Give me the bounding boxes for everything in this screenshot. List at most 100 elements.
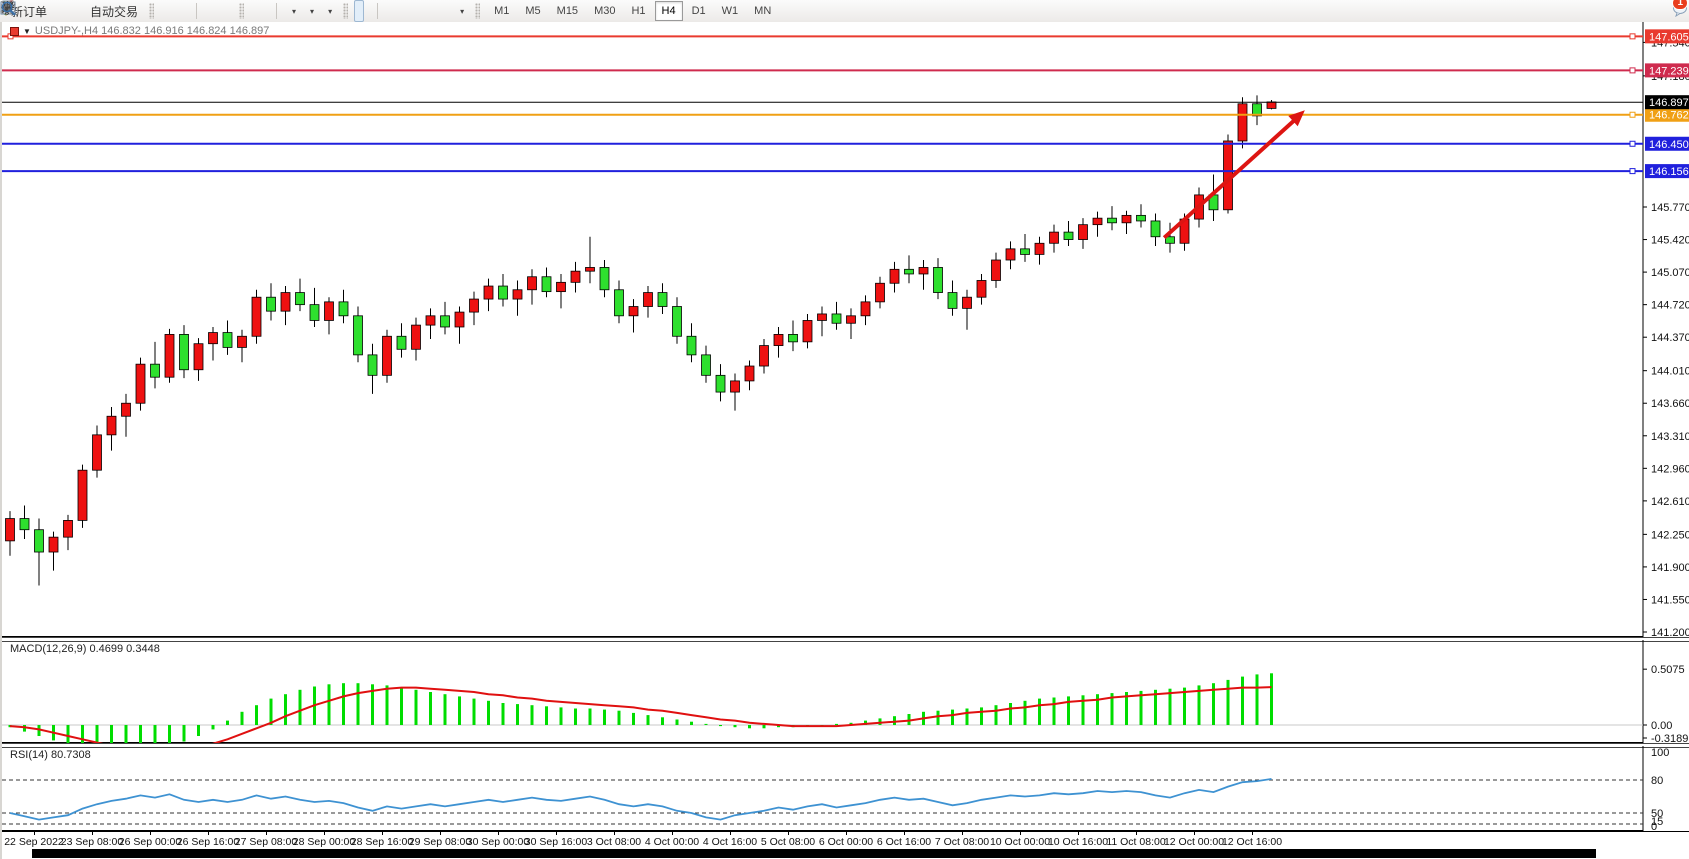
candle (382, 329, 392, 383)
zoom-out-button[interactable] (2, 0, 223, 22)
search-button[interactable] (1, 0, 1661, 22)
macd-histogram-bar (936, 710, 940, 725)
date-label: 10 Oct 00:00 (989, 836, 1051, 848)
tile-windows-button[interactable] (1, 0, 233, 22)
timeframe-button-m30[interactable]: M30 (594, 5, 616, 17)
text-button[interactable]: A (2, 0, 441, 22)
candle (164, 328, 175, 383)
candle (788, 320, 798, 352)
timeframe-button-m1[interactable]: M1 (494, 5, 510, 17)
fibonacci-button[interactable]: F (2, 0, 431, 22)
macd-histogram-bar (733, 725, 737, 728)
chart-title-text: USDJPY-,H4 146.832 146.916 146.824 146.8… (34, 25, 270, 37)
toolbar-grip[interactable] (475, 3, 481, 19)
price-line-badge: 146.762 (1649, 110, 1689, 122)
templates-dropdown[interactable]: ▾ (0, 0, 337, 22)
notifications-button[interactable]: 1 (1671, 0, 1688, 22)
candle (947, 280, 958, 316)
trendline-button[interactable] (1, 0, 411, 22)
panel-splitter[interactable] (2, 637, 1689, 642)
candle (121, 393, 131, 437)
date-axis[interactable]: 22 Sep 2022 23 Sep 08:00 26 Sep 00:00 26 Se… (2, 831, 1689, 849)
candlestick-chart[interactable]: 147.540147.180145.770145.420145.070144.7… (2, 22, 1689, 637)
macd-histogram-bar (632, 712, 635, 725)
price-chart-panel[interactable]: 147.540147.180145.770145.420145.070144.7… (2, 22, 1689, 637)
auto-scroll-button[interactable] (1, 0, 260, 22)
candle (280, 286, 291, 326)
timeframe-toolbar: M1 M5 M15 M30 H1 H4 D1 W1 MN (483, 0, 782, 22)
toolbar-grip[interactable] (149, 3, 155, 19)
crosshair-button[interactable] (1, 0, 374, 22)
date-tick (208, 832, 209, 835)
candle (193, 338, 204, 381)
macd-histogram-bar (690, 721, 693, 725)
timeframe-button-m5[interactable]: M5 (525, 5, 541, 17)
symbol-marker-icon (10, 26, 19, 36)
chart-shift-button[interactable] (1, 0, 270, 22)
horizontal-line-object[interactable] (2, 111, 1643, 118)
macd-chart[interactable]: 0.5075 0.00-0.3189 (2, 640, 1689, 743)
periods-dropdown[interactable]: ▾ (1, 0, 319, 22)
candle (643, 286, 653, 318)
zoom-in-button[interactable] (2, 0, 213, 22)
date-tick (324, 832, 325, 835)
macd-histogram-bar (1154, 689, 1157, 725)
timeframe-button-w1[interactable]: W1 (721, 5, 739, 17)
text-label-button[interactable]: T (1, 0, 451, 22)
macd-histogram-bar (951, 709, 954, 725)
macd-histogram-bar (516, 704, 519, 725)
chevron-down-icon: ▾ (460, 6, 465, 16)
macd-histogram-bar (153, 725, 157, 743)
timeframe-button-mn[interactable]: MN (754, 5, 772, 17)
timeframe-button-h1[interactable]: H1 (631, 5, 646, 17)
indicators-dropdown[interactable]: ▾ (0, 0, 301, 22)
candle (628, 299, 639, 333)
candle (759, 339, 769, 374)
candle (77, 464, 88, 528)
arrows-dropdown[interactable]: ▾ (2, 0, 469, 22)
horizontal-line-object[interactable] (2, 140, 1643, 147)
macd-histogram-bar (298, 689, 302, 725)
macd-histogram-bar (530, 705, 534, 725)
line-chart-button[interactable] (1, 0, 190, 22)
vertical-line-button[interactable] (5, 0, 391, 22)
timeframe-button-m15[interactable]: M15 (556, 5, 579, 17)
candle (1107, 206, 1117, 231)
timeframe-button-d1[interactable]: D1 (691, 5, 706, 17)
cursor-button[interactable] (3, 0, 365, 22)
chevron-down-icon: ▾ (310, 6, 315, 16)
horizontal-line-object[interactable] (2, 168, 1643, 175)
candle (440, 301, 450, 335)
autotrading-button[interactable]: 自动交易 (2, 0, 143, 22)
panel-splitter[interactable] (2, 743, 1689, 748)
toolbar-grip[interactable] (343, 3, 349, 19)
trend-arrow-annotation[interactable] (1162, 110, 1305, 240)
macd-histogram-bar (1009, 703, 1012, 725)
arrow-tag-button[interactable] (1, 0, 62, 22)
macd-histogram-bar (95, 725, 99, 743)
equidistant-channel-button[interactable]: E (0, 0, 421, 22)
date-label: 12 Oct 00:00 (1163, 836, 1225, 848)
candle (135, 357, 146, 411)
candle (686, 323, 697, 363)
candlestick-chart-button[interactable] (2, 0, 180, 22)
macd-histogram-bar (487, 700, 490, 725)
charts-window-button[interactable] (1, 0, 72, 22)
date-label: 22 Sep 2022 (4, 836, 64, 848)
date-label: 5 Oct 08:00 (760, 836, 816, 848)
rsi-panel[interactable]: 100 80 50 15 0 RSI(14) 80.7308 (2, 746, 1689, 831)
macd-panel[interactable]: 0.5075 0.00 -0.3189 MACD(12,26,9) 0.4699 0… (2, 640, 1689, 743)
horizontal-line-button[interactable] (1, 0, 401, 22)
horizontal-line-object[interactable] (2, 67, 1643, 74)
candle (657, 283, 668, 314)
toolbar-grip[interactable] (239, 3, 245, 19)
timeframe-button-h4[interactable]: H4 (654, 1, 683, 21)
candle (338, 289, 349, 324)
macd-histogram-bar (748, 725, 751, 729)
signal-button[interactable] (2, 0, 82, 22)
bar-chart-button[interactable] (2, 0, 170, 22)
candle (150, 341, 160, 389)
bottom-black-bar (32, 849, 1596, 858)
date-tick (1252, 832, 1253, 835)
